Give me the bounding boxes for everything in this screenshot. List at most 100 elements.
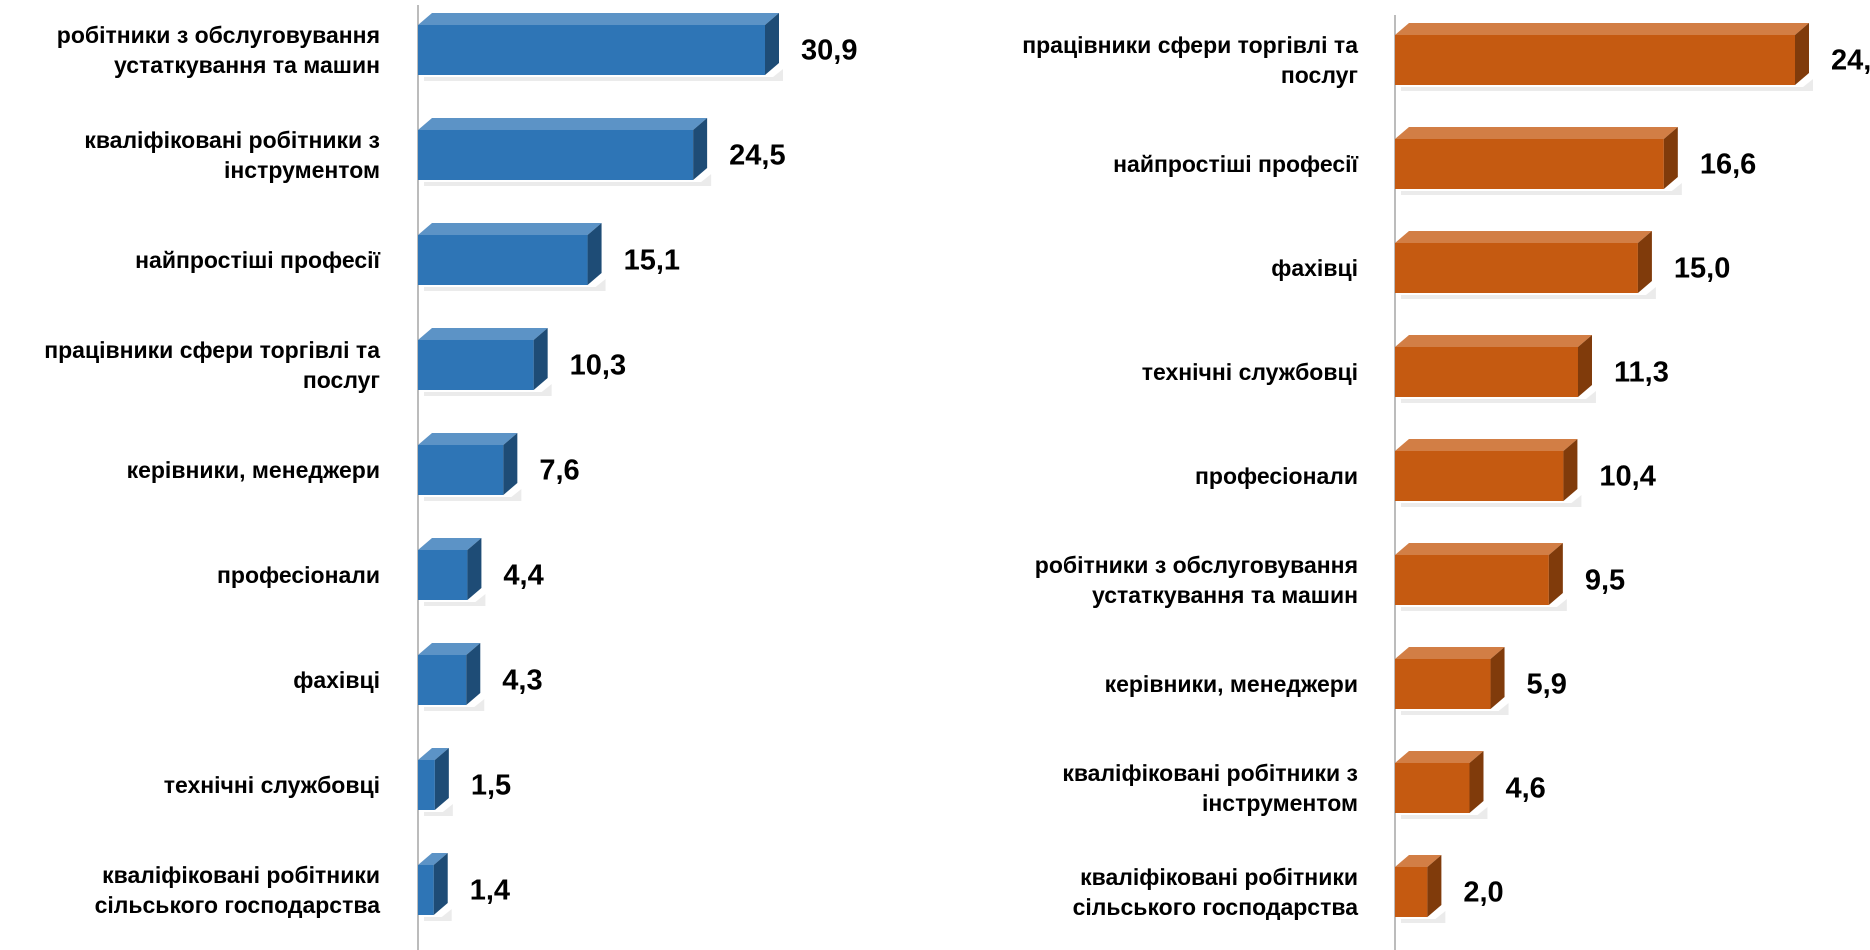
bar-shadow	[424, 69, 783, 81]
category-label: кваліфіковані робітники з інструментом	[84, 127, 380, 183]
bar-top-face	[1395, 23, 1809, 35]
chart-1: 30,9 робітники з обслуговування устаткуван…	[44, 5, 857, 950]
category-label: фахівці	[1271, 255, 1358, 281]
value-label: 15,0	[1674, 253, 1730, 285]
value-label: 30,9	[801, 35, 857, 67]
bar-shadow	[1401, 79, 1813, 91]
bar-shadow	[1401, 391, 1596, 403]
category-label: найпростіші професії	[135, 247, 380, 273]
bar-side-face	[1427, 855, 1442, 917]
bar-shadow	[424, 174, 712, 186]
bar-side-face	[533, 328, 548, 390]
bar	[418, 340, 534, 390]
bar-top-face	[418, 223, 602, 235]
value-label: 16,6	[1700, 149, 1756, 181]
bar-shadow	[1401, 599, 1567, 611]
bar-top-face	[418, 118, 708, 130]
value-label: 10,3	[570, 350, 626, 382]
category-label: кваліфіковані робітники з інструментом	[1062, 760, 1358, 816]
category-label: технічні службовці	[164, 772, 380, 798]
bar-top-face	[418, 538, 482, 550]
bar	[418, 235, 588, 285]
bar-top-face	[1395, 335, 1592, 347]
bar-shadow	[1401, 183, 1682, 195]
bar-top-face	[1395, 855, 1442, 867]
bar-side-face	[503, 433, 518, 495]
bar-side-face	[1548, 543, 1563, 605]
bar	[1395, 243, 1638, 293]
category-label: робітники з обслуговування устаткування т…	[1035, 552, 1358, 608]
bar-side-face	[1563, 439, 1578, 501]
category-label: кваліфіковані робітники сільського господ…	[1073, 864, 1359, 920]
value-label: 15,1	[624, 245, 680, 277]
value-label: 1,4	[470, 875, 510, 907]
value-label: 4,4	[503, 560, 543, 592]
bar	[418, 760, 435, 810]
category-label: технічні службовці	[1142, 359, 1358, 385]
bar-side-face	[1663, 127, 1678, 189]
category-label: працівники сфери торгівлі та послуг	[44, 337, 380, 393]
bar-shadow	[424, 804, 453, 816]
bar	[418, 550, 468, 600]
bar	[1395, 763, 1470, 813]
bar-side-face	[765, 13, 779, 75]
bar	[1395, 867, 1428, 917]
bar	[418, 655, 467, 705]
value-label: 7,6	[539, 455, 579, 487]
bar-shadow	[424, 699, 485, 711]
value-label: 5,9	[1527, 669, 1567, 701]
category-label: керівники, менеджери	[1105, 671, 1358, 697]
bar-top-face	[418, 328, 548, 340]
bar-shadow	[424, 279, 606, 291]
bar	[1395, 451, 1564, 501]
category-label: працівники сфери торгівлі та послуг	[1022, 32, 1358, 88]
bar	[418, 25, 765, 75]
value-label: 1,5	[471, 770, 511, 802]
bar	[1395, 35, 1795, 85]
bar-shadow	[1401, 703, 1509, 715]
bar	[1395, 139, 1664, 189]
bar-shadow	[424, 594, 486, 606]
category-label: керівники, менеджери	[127, 457, 380, 483]
bar-top-face	[1395, 127, 1678, 139]
value-label: 11,3	[1614, 357, 1669, 389]
category-label: професіонали	[217, 562, 380, 588]
bar-top-face	[1395, 751, 1484, 763]
bar-top-face	[418, 853, 448, 865]
bar-side-face	[433, 853, 448, 915]
category-label: кваліфіковані робітники сільського господ…	[95, 862, 381, 918]
bar-shadow	[424, 489, 522, 501]
bar-side-face	[1637, 231, 1652, 293]
bar-top-face	[418, 643, 481, 655]
value-label: 9,5	[1585, 565, 1625, 597]
bar	[418, 445, 504, 495]
bar-side-face	[1469, 751, 1484, 813]
bar-side-face	[1795, 23, 1809, 85]
bar-top-face	[1395, 439, 1578, 451]
value-label: 24,5	[729, 140, 785, 172]
bar-side-face	[466, 643, 481, 705]
bar-top-face	[1395, 231, 1652, 243]
bar-shadow	[1401, 495, 1582, 507]
value-label: 4,6	[1505, 773, 1545, 805]
value-label: 4,3	[502, 665, 542, 697]
value-label: 2,0	[1463, 877, 1503, 909]
bar-side-face	[1490, 647, 1505, 709]
bar-side-face	[434, 748, 449, 810]
bar-top-face	[418, 13, 779, 25]
bar-side-face	[587, 223, 602, 285]
bar-side-face	[693, 118, 708, 180]
category-label: найпростіші професії	[1113, 151, 1358, 177]
bar-top-face	[418, 748, 449, 760]
bar-shadow	[1401, 287, 1656, 299]
category-label: фахівці	[293, 667, 380, 693]
bar	[418, 865, 434, 915]
category-label: професіонали	[1195, 463, 1358, 489]
bar	[1395, 659, 1491, 709]
value-label: 24,7	[1831, 45, 1870, 77]
bar-side-face	[467, 538, 482, 600]
value-label: 10,4	[1599, 461, 1655, 493]
bar-shadow	[1401, 911, 1446, 923]
bar-shadow	[1401, 807, 1488, 819]
